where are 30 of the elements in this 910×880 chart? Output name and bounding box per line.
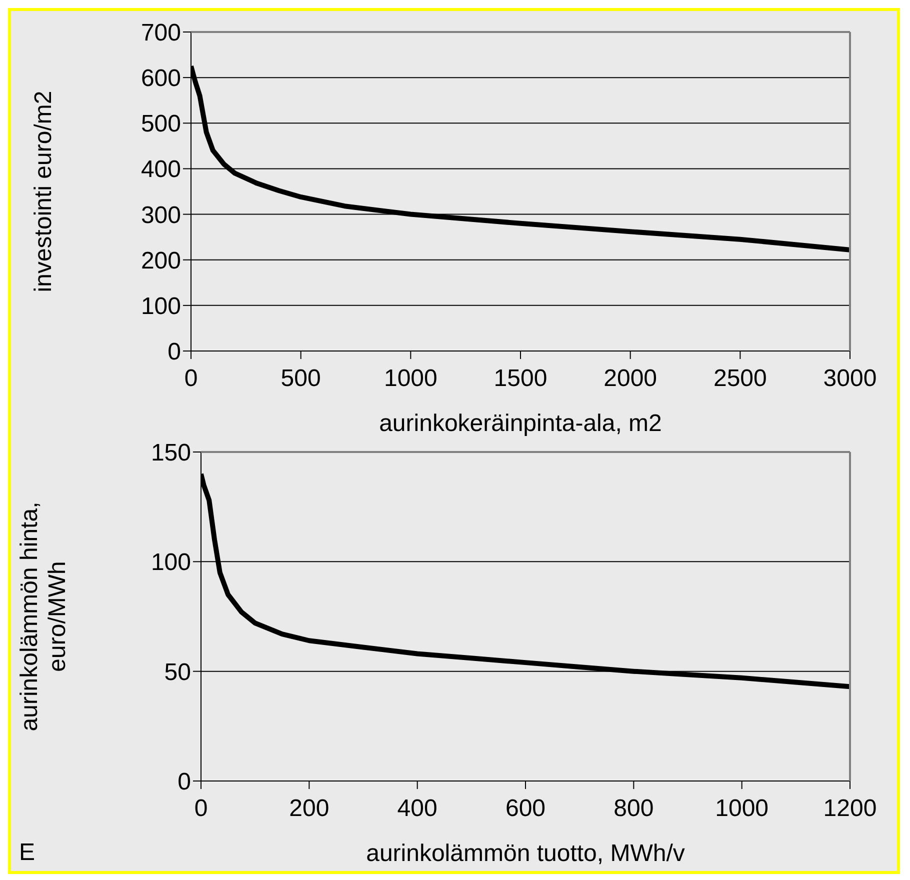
y-tick-label: 0 bbox=[168, 338, 181, 366]
x-axis-title: aurinkolämmön tuotto, MWh/v bbox=[366, 840, 685, 867]
text: E bbox=[19, 839, 36, 867]
y-tick-label: 600 bbox=[140, 65, 181, 92]
y-tick-label: 300 bbox=[140, 202, 181, 229]
x-tick-label: 1000 bbox=[715, 795, 769, 822]
x-tick-label: 2000 bbox=[604, 365, 658, 392]
x-axis-title: aurinkokeräinpinta-ala, m2 bbox=[379, 410, 662, 437]
y-axis-title: investointi euro/m2 bbox=[30, 90, 57, 292]
y-tick-label: 200 bbox=[140, 247, 181, 274]
x-tick-label: 500 bbox=[280, 365, 321, 392]
y-tick-label: 150 bbox=[150, 440, 191, 467]
y-tick-label: 100 bbox=[150, 549, 191, 576]
x-tick-label: 0 bbox=[194, 795, 208, 822]
x-tick-label: 2500 bbox=[713, 365, 767, 392]
x-tick-label: 200 bbox=[289, 795, 330, 822]
y-tick-label: 500 bbox=[140, 110, 181, 138]
x-tick-label: 600 bbox=[505, 795, 546, 822]
y-tick-label: 700 bbox=[140, 20, 181, 47]
x-tick-label: 1500 bbox=[494, 365, 548, 392]
x-tick-label: 3000 bbox=[823, 365, 877, 392]
y-tick-label: 100 bbox=[140, 292, 181, 320]
x-tick-label: 800 bbox=[614, 795, 654, 822]
y-tick-label: 50 bbox=[164, 658, 191, 686]
x-tick-label: 1200 bbox=[823, 795, 877, 822]
x-tick-label: 400 bbox=[397, 795, 438, 822]
y-tick-label: 400 bbox=[140, 156, 181, 184]
y-tick-label: 0 bbox=[178, 768, 191, 796]
x-tick-label: 1000 bbox=[384, 365, 438, 392]
y-axis-title: aurinkolämmön hinta, euro/MWh bbox=[16, 502, 71, 732]
